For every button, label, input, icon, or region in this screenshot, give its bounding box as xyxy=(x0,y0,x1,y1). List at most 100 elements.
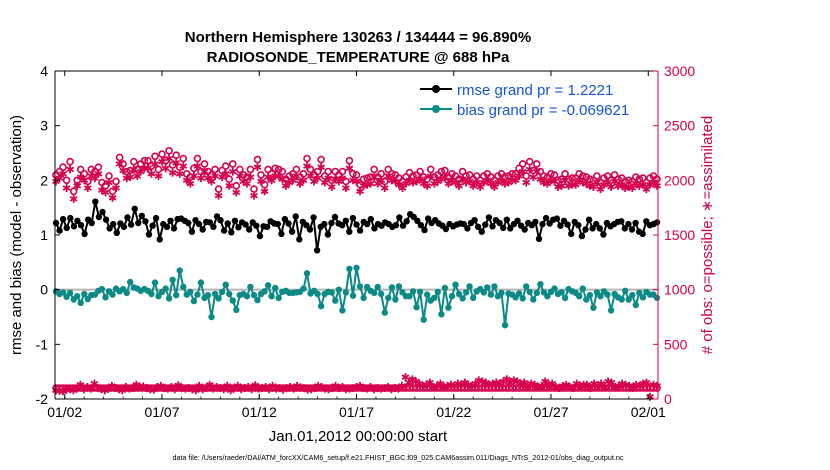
rmse-series-point xyxy=(296,236,303,243)
rmse-series-point xyxy=(346,228,353,235)
rmse-series-point xyxy=(99,208,106,216)
bias-series-point xyxy=(625,296,632,303)
possible-obs-point xyxy=(303,154,311,163)
possible-obs-point xyxy=(229,160,237,168)
assimilated-obs-star-stroke xyxy=(469,183,478,189)
assimilated-obs-point xyxy=(232,188,241,197)
assimilated-obs-point xyxy=(561,176,570,185)
assimilated-obs-star-stroke xyxy=(494,179,502,186)
assimilated-obs-star-stroke xyxy=(472,179,481,186)
assimilated-obs-low-point xyxy=(265,385,274,394)
assimilated-obs-low-star-stroke xyxy=(181,385,190,392)
bias-series-point xyxy=(332,297,339,304)
legend-bias-label: bias grand pr = -0.069621 xyxy=(457,102,629,119)
assimilated-obs-star-stroke xyxy=(398,185,407,191)
bias-series-point xyxy=(395,283,403,290)
assimilated-obs-star-stroke xyxy=(257,178,265,185)
rmse-series-point xyxy=(313,247,321,254)
assimilated-obs-star-stroke xyxy=(211,173,219,179)
bias-series-point xyxy=(409,288,417,295)
assimilated-obs-low-star-stroke xyxy=(265,386,274,392)
assimilated-obs-star-stroke xyxy=(310,178,318,185)
assimilated-obs-star-stroke xyxy=(218,174,227,180)
assimilated-obs-star-stroke xyxy=(182,177,191,184)
bias-series-point xyxy=(590,304,597,311)
bias-series-point xyxy=(173,291,180,299)
y-tick-label-left: 4 xyxy=(40,63,48,79)
assimilated-obs-star-stroke xyxy=(179,163,188,169)
rmse-series-point xyxy=(396,214,403,221)
assimilated-obs-point xyxy=(356,187,364,196)
assimilated-obs-low-star-stroke xyxy=(62,386,71,393)
assimilated-obs-star-stroke xyxy=(600,181,608,188)
bias-series-point xyxy=(165,295,173,302)
rmse-series-point xyxy=(514,217,521,224)
assimilated-obs-point xyxy=(250,191,258,200)
assimilated-obs-star-stroke xyxy=(380,185,389,191)
assimilated-obs-star-stroke xyxy=(341,185,350,191)
assimilated-obs-star-stroke xyxy=(281,183,290,189)
plot-area xyxy=(55,71,658,399)
assimilated-obs-star-stroke xyxy=(638,181,647,188)
bias-series-point xyxy=(487,291,495,298)
rmse-series-point xyxy=(124,214,131,221)
assimilated-obs-low-star-stroke xyxy=(254,385,263,392)
assimilated-obs-star-stroke xyxy=(317,164,326,170)
assimilated-obs-point xyxy=(281,181,290,190)
y-tick-label-left: 2 xyxy=(40,172,48,188)
rmse-series-point xyxy=(167,217,174,224)
assimilated-obs-point xyxy=(444,179,453,188)
rmse-series-point xyxy=(263,223,271,230)
rmse-series-point xyxy=(349,214,357,222)
assimilated-obs-star-stroke xyxy=(327,184,336,190)
rmse-series-point xyxy=(485,214,493,221)
bias-series-point xyxy=(484,284,491,291)
assimilated-obs-point xyxy=(317,163,326,172)
bias-series-point xyxy=(392,296,399,303)
assimilated-obs-point xyxy=(235,172,244,180)
assimilated-obs-point xyxy=(189,172,198,180)
assimilated-obs-low-point xyxy=(118,386,127,395)
assimilated-obs-star-stroke xyxy=(278,176,287,182)
bias-series-point xyxy=(300,285,307,292)
bias-series-point xyxy=(335,286,342,293)
assimilated-obs-point xyxy=(532,167,541,176)
assimilated-obs-point xyxy=(550,177,559,186)
possible-obs-point xyxy=(271,164,280,173)
assimilated-obs-low-star-stroke xyxy=(233,383,242,389)
assimilated-obs-low-point xyxy=(597,379,606,388)
assimilated-obs-point xyxy=(129,165,138,174)
rmse-series-point xyxy=(156,236,163,243)
assimilated-obs-low-point xyxy=(436,379,445,388)
assimilated-obs-star-stroke xyxy=(536,176,545,182)
assimilated-obs-star-stroke xyxy=(430,180,439,187)
bias-series-point xyxy=(328,289,335,296)
assimilated-obs-point xyxy=(175,169,184,178)
rmse-series-point xyxy=(185,219,192,227)
bias-series-point xyxy=(441,284,449,292)
bias-series-point xyxy=(148,290,155,298)
assimilated-obs-point xyxy=(253,163,262,172)
possible-obs-point xyxy=(151,152,159,161)
bias-series-point xyxy=(222,281,229,288)
rmse-series-point xyxy=(74,217,81,224)
assimilated-obs-point xyxy=(168,168,177,177)
assimilated-obs-low-star-stroke xyxy=(202,385,211,391)
rmse-series-point xyxy=(52,219,60,227)
bias-series-point xyxy=(229,297,236,304)
assimilated-obs-point xyxy=(306,172,315,180)
bias-series-point xyxy=(526,288,533,296)
assimilated-obs-point xyxy=(469,181,478,190)
possible-obs-low-point xyxy=(505,384,514,392)
bias-series-point xyxy=(243,293,251,300)
assimilated-obs-low-star-stroke xyxy=(425,379,434,386)
bias-series-point xyxy=(515,290,523,297)
assimilated-obs-star-stroke xyxy=(175,171,184,177)
assimilated-obs-star-stroke xyxy=(242,180,251,187)
assimilated-obs-low-point xyxy=(520,378,529,387)
rmse-series-point xyxy=(507,225,514,232)
assimilated-obs-star-stroke xyxy=(228,168,237,175)
rmse-series-point xyxy=(364,220,371,228)
assimilated-obs-low-point xyxy=(502,375,511,384)
rmse-series-point xyxy=(542,214,550,222)
